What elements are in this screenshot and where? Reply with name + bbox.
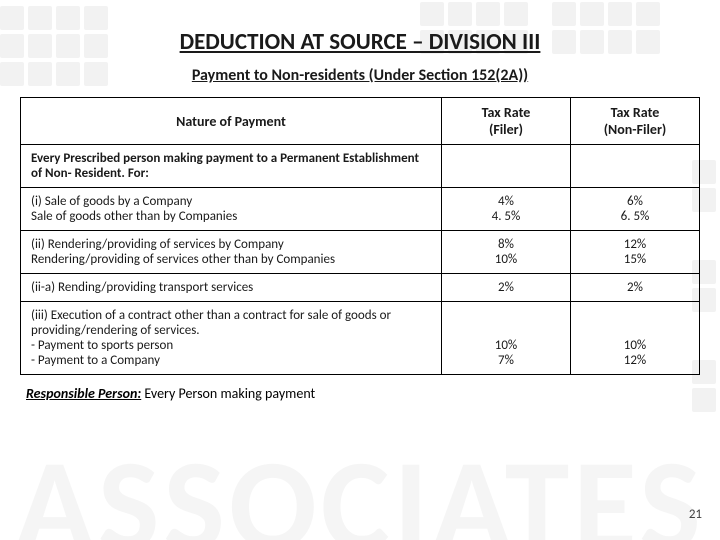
cell-filer: 4% 4. 5% bbox=[441, 188, 570, 231]
page-subtitle: Payment to Non-residents (Under Section … bbox=[20, 66, 700, 85]
cell-desc: (ii-a) Rending/providing transport servi… bbox=[21, 274, 442, 302]
table-row: (iii) Execution of a contract other than… bbox=[21, 302, 700, 375]
cell-nonfiler: 6% 6. 5% bbox=[570, 188, 699, 231]
col-nonfiler: Tax Rate (Non-Filer) bbox=[570, 98, 699, 145]
responsible-person-note: Responsible Person: Every Person making … bbox=[26, 385, 700, 402]
cell-filer: 10% 7% bbox=[441, 302, 570, 375]
cell-desc: (i) Sale of goods by a Company Sale of g… bbox=[21, 188, 442, 231]
col-nature: Nature of Payment bbox=[21, 98, 442, 145]
cell-nonfiler: 10% 12% bbox=[570, 302, 699, 375]
table-row: (ii) Rendering/providing of services by … bbox=[21, 231, 700, 274]
watermark-text: ASSOCIATES bbox=[0, 440, 720, 540]
page-title: DEDUCTION AT SOURCE – DIVISION III bbox=[20, 28, 700, 56]
table-row: (ii-a) Rending/providing transport servi… bbox=[21, 274, 700, 302]
tax-rate-table: Nature of Payment Tax Rate (Filer) Tax R… bbox=[20, 97, 700, 375]
responsible-label: Responsible Person: bbox=[26, 385, 141, 402]
table-header: Nature of Payment Tax Rate (Filer) Tax R… bbox=[21, 98, 700, 145]
cell-desc: (ii) Rendering/providing of services by … bbox=[21, 231, 442, 274]
cell-nonfiler: 12% 15% bbox=[570, 231, 699, 274]
page-number: 21 bbox=[689, 507, 702, 522]
cell-desc: (iii) Execution of a contract other than… bbox=[21, 302, 442, 375]
table-body: Every Prescribed person making payment t… bbox=[21, 145, 700, 375]
cell-filer bbox=[441, 145, 570, 188]
cell-nonfiler bbox=[570, 145, 699, 188]
cell-desc: Every Prescribed person making payment t… bbox=[21, 145, 442, 188]
table-row: Every Prescribed person making payment t… bbox=[21, 145, 700, 188]
cell-filer: 2% bbox=[441, 274, 570, 302]
table-row: (i) Sale of goods by a Company Sale of g… bbox=[21, 188, 700, 231]
cell-nonfiler: 2% bbox=[570, 274, 699, 302]
responsible-text: Every Person making payment bbox=[141, 385, 315, 402]
page-content: DEDUCTION AT SOURCE – DIVISION III Payme… bbox=[0, 0, 720, 402]
cell-filer: 8% 10% bbox=[441, 231, 570, 274]
col-filer: Tax Rate (Filer) bbox=[441, 98, 570, 145]
